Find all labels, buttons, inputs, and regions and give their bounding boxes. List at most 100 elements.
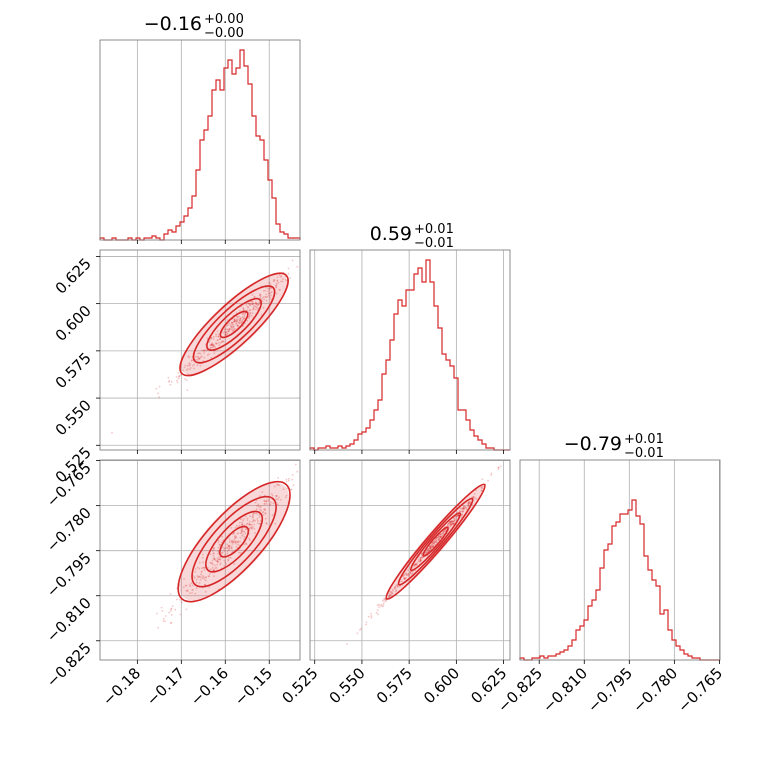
scatter-point — [403, 578, 406, 580]
scatter-point — [445, 528, 447, 531]
scatter-point — [497, 468, 500, 471]
scatter-point — [225, 328, 228, 331]
scatter-point — [411, 572, 414, 575]
scatter-point — [238, 551, 240, 554]
scatter-point — [449, 525, 452, 527]
scatter-point — [213, 558, 216, 561]
scatter-point — [402, 574, 405, 577]
scatter-point — [282, 488, 285, 491]
scatter-point — [427, 548, 430, 551]
scatter-point — [243, 315, 246, 318]
scatter-point — [255, 302, 258, 305]
scatter-point — [212, 547, 215, 549]
scatter-point — [224, 334, 227, 336]
scatter-point — [401, 580, 403, 583]
scatter-point — [381, 599, 384, 602]
scatter-point — [244, 312, 246, 314]
scatter-point — [211, 562, 214, 565]
scatter-point — [468, 501, 471, 504]
scatter-point — [379, 604, 382, 607]
scatter-point — [268, 295, 270, 297]
scatter-point — [474, 497, 476, 499]
scatter-point — [263, 298, 266, 301]
scatter-point — [223, 550, 226, 552]
scatter-point — [199, 356, 202, 359]
scatter-point — [430, 544, 432, 547]
scatter-point — [254, 305, 257, 308]
scatter-point — [210, 344, 213, 346]
scatter-point — [266, 287, 269, 290]
scatter-point — [259, 297, 262, 299]
scatter-point — [451, 519, 453, 522]
scatter-point — [277, 281, 280, 284]
scatter-point — [396, 585, 399, 588]
scatter-point — [227, 323, 229, 325]
scatter-point — [223, 564, 226, 567]
scatter-point — [456, 514, 459, 517]
scatter-point — [224, 333, 227, 336]
scatter-point — [275, 286, 277, 289]
scatter-point — [394, 590, 397, 593]
scatter-point — [420, 556, 423, 558]
scatter-point — [385, 600, 388, 602]
title-lower-error: −0.01 — [624, 446, 664, 461]
scatter-point — [195, 359, 198, 361]
scatter-point — [382, 605, 385, 607]
scatter-point — [232, 325, 235, 328]
scatter-point — [231, 329, 234, 332]
scatter-point — [248, 313, 251, 316]
scatter-point — [161, 609, 164, 612]
scatter-point — [203, 566, 205, 569]
scatter-point — [440, 533, 442, 536]
scatter-point — [440, 536, 443, 538]
scatter-point — [202, 575, 205, 578]
scatter-point — [228, 328, 230, 331]
scatter-point — [204, 590, 207, 593]
scatter-point — [189, 585, 192, 588]
scatter-point — [438, 538, 441, 541]
scatter-point — [288, 477, 290, 480]
scatter-point — [254, 302, 257, 305]
scatter-point — [202, 566, 205, 569]
scatter-point — [390, 591, 393, 594]
scatter-point — [234, 541, 237, 543]
scatter-point — [221, 535, 223, 538]
scatter-point — [228, 541, 231, 543]
scatter-point — [265, 503, 268, 505]
scatter-point — [424, 552, 427, 555]
scatter-point — [460, 510, 463, 513]
scatter-point — [461, 507, 464, 510]
title-value: 0.59 — [370, 223, 412, 245]
scatter-point — [251, 293, 254, 296]
scatter-point — [465, 507, 467, 509]
scatter-point — [179, 613, 182, 616]
scatter-point — [241, 523, 244, 526]
scatter-point — [420, 553, 423, 556]
scatter-point — [256, 518, 259, 520]
scatter-point — [160, 606, 163, 609]
scatter-point — [264, 508, 266, 511]
scatter-point — [198, 575, 201, 578]
scatter-point — [253, 296, 256, 299]
scatter-point — [241, 313, 244, 315]
scatter-point — [233, 532, 236, 534]
scatter-point — [223, 331, 225, 334]
scatter-point — [457, 514, 459, 517]
scatter-point — [216, 563, 219, 566]
x-tick-label: −0.780 — [629, 664, 681, 716]
scatter-point — [429, 547, 431, 550]
scatter-point — [212, 338, 215, 340]
scatter-point — [201, 349, 203, 352]
scatter-point — [433, 541, 436, 544]
panel-frame — [309, 459, 511, 661]
scatter-point — [232, 330, 235, 332]
scatter-point — [251, 302, 254, 305]
scatter-point — [169, 383, 172, 386]
scatter-point — [207, 575, 210, 578]
scatter-point — [282, 278, 284, 281]
scatter-point — [475, 498, 478, 500]
scatter-point — [200, 570, 203, 573]
scatter-point — [194, 576, 196, 579]
scatter-point — [202, 360, 205, 362]
scatter-point — [234, 537, 236, 539]
